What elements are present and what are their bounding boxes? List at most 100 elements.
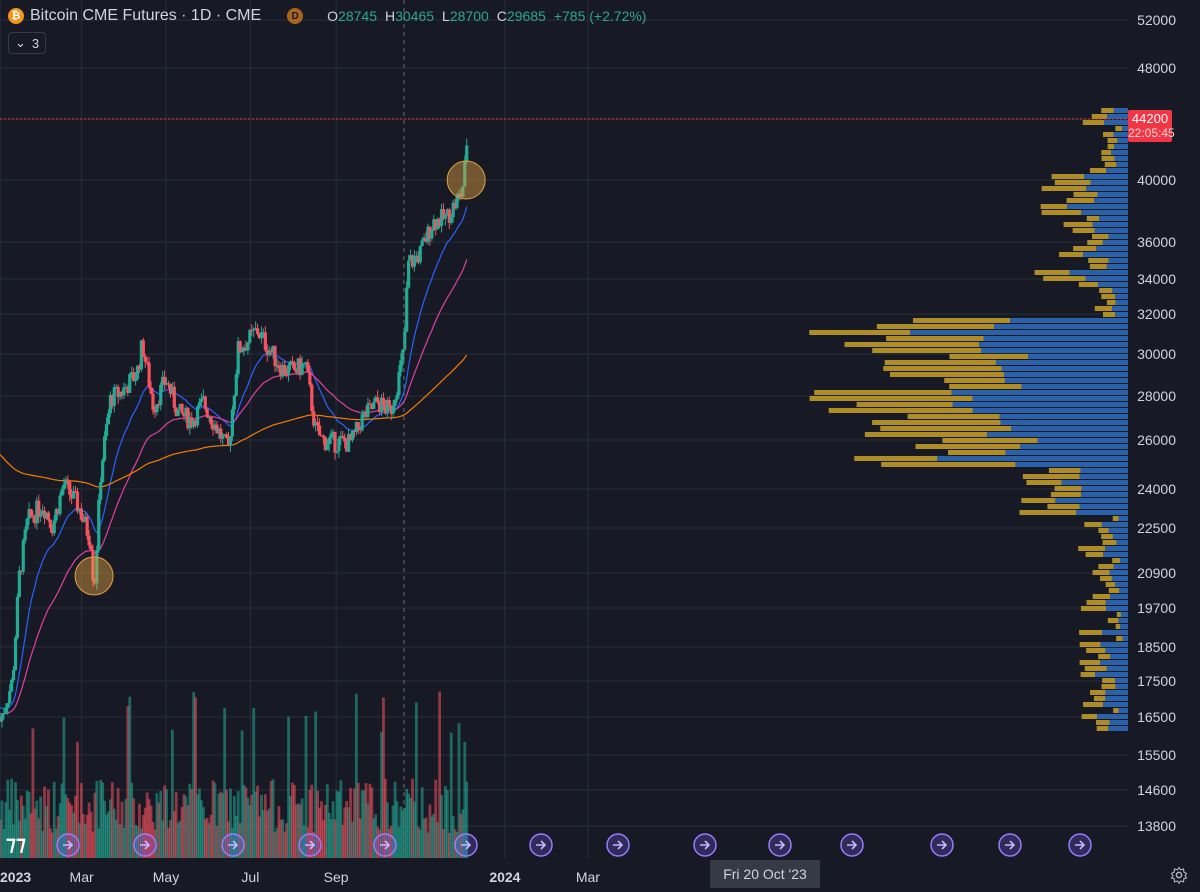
volume-profile-row-down bbox=[1102, 678, 1116, 683]
candle-body bbox=[252, 329, 256, 331]
candle-body bbox=[366, 403, 370, 417]
volume-profile-row-down bbox=[1079, 630, 1102, 635]
volume-bar bbox=[176, 822, 180, 858]
volume-profile-row-down bbox=[1089, 264, 1107, 269]
candle-body bbox=[4, 708, 8, 714]
volume-bar bbox=[58, 803, 62, 858]
volume-bar bbox=[335, 790, 339, 858]
symbol-title[interactable]: Bitcoin CME Futures · 1D · CME bbox=[30, 7, 262, 24]
volume-profile-row-down bbox=[1101, 684, 1116, 689]
volume-bar bbox=[16, 799, 19, 858]
volume-profile-row-up bbox=[1120, 558, 1128, 563]
price-tick-label: 36000 bbox=[1137, 234, 1176, 250]
volume-bar bbox=[62, 717, 66, 858]
volume-bar bbox=[378, 829, 381, 858]
time-axis[interactable]: 2023 Mar May Jul Sep 2024 Mar bbox=[0, 869, 600, 885]
volume-bar bbox=[308, 789, 312, 858]
candle-body bbox=[302, 363, 306, 365]
candle-body bbox=[259, 332, 264, 339]
volume-bar bbox=[318, 807, 321, 858]
volume-bar bbox=[296, 803, 300, 858]
candle-body bbox=[141, 340, 145, 357]
volume-profile-row-down bbox=[1040, 204, 1068, 209]
volume-profile-row-up bbox=[981, 348, 1128, 353]
volume-profile-row-down bbox=[1088, 258, 1109, 263]
candle-body bbox=[41, 510, 45, 515]
candlesticks[interactable] bbox=[0, 138, 469, 728]
candle-body bbox=[87, 535, 91, 546]
price-axis[interactable]: 52000 48000 40000 36000 34000 32000 30000 28000… bbox=[1137, 12, 1176, 834]
volume-profile-row-up bbox=[1106, 666, 1128, 671]
volume-profile-row-up bbox=[1097, 282, 1128, 287]
candle-body bbox=[323, 437, 327, 451]
volume-bar bbox=[306, 827, 310, 858]
candle-body bbox=[281, 365, 285, 377]
volume-bar bbox=[385, 802, 389, 858]
candle-body bbox=[339, 436, 343, 439]
candle-body bbox=[203, 396, 207, 409]
volume-profile-row-down bbox=[1048, 468, 1081, 473]
volume-profile-row-up bbox=[1106, 168, 1128, 173]
price-tick-label: 15500 bbox=[1137, 747, 1176, 763]
volume-bar bbox=[343, 807, 347, 858]
candle-body bbox=[97, 499, 101, 550]
price-tick-label: 26000 bbox=[1137, 432, 1176, 448]
volume-bar bbox=[238, 823, 242, 858]
volume-profile-row-up bbox=[1099, 216, 1128, 221]
volume-bar bbox=[163, 785, 167, 858]
volume-bar bbox=[434, 779, 438, 858]
volume-bar bbox=[444, 785, 447, 858]
gear-icon[interactable] bbox=[1170, 866, 1188, 884]
candle-body bbox=[149, 387, 153, 394]
volume-bar bbox=[6, 779, 10, 858]
candle-body bbox=[325, 444, 329, 451]
volume-bar bbox=[167, 827, 170, 858]
volume-bar bbox=[449, 732, 453, 858]
volume-bar bbox=[451, 816, 455, 858]
price-tick-label: 14600 bbox=[1137, 782, 1176, 798]
volume-profile-row-up bbox=[1076, 510, 1128, 515]
dividend-badge-icon[interactable]: D bbox=[287, 8, 304, 24]
volume-profile-row-down bbox=[1116, 636, 1123, 641]
ohlc-readout: O28745 H30465 L28700 C29685 +785 (+2.72%… bbox=[327, 8, 647, 24]
candle-body bbox=[358, 427, 362, 431]
volume-bar bbox=[323, 804, 327, 858]
candle-body bbox=[455, 196, 459, 208]
volume-bar bbox=[207, 823, 211, 858]
candle-body bbox=[164, 383, 169, 385]
volume-profile-row-up bbox=[979, 342, 1128, 347]
volume-bar bbox=[374, 814, 378, 858]
candle-body bbox=[135, 365, 140, 379]
candle-body bbox=[39, 514, 43, 517]
volume-bar bbox=[426, 832, 430, 858]
volume-bar bbox=[25, 790, 29, 858]
volume-bar bbox=[81, 814, 85, 858]
volume-bar bbox=[304, 715, 308, 858]
volume-bar bbox=[411, 778, 414, 858]
volume-bar bbox=[401, 810, 405, 858]
volume-bar bbox=[383, 778, 387, 858]
volume-bar bbox=[184, 796, 188, 858]
volume-profile-row-up bbox=[1112, 288, 1128, 293]
volume-bar bbox=[246, 797, 250, 858]
volume-bar bbox=[155, 793, 159, 858]
volume-bar bbox=[285, 823, 289, 858]
candle-body bbox=[410, 255, 415, 267]
candle-body bbox=[341, 436, 345, 438]
candle-body bbox=[137, 365, 142, 370]
volume-profile-row-up bbox=[1079, 504, 1128, 509]
candle-body bbox=[370, 403, 374, 409]
volume-profile-row-up bbox=[1111, 576, 1128, 581]
volume-profile-row-down bbox=[1091, 114, 1108, 119]
volume-bar bbox=[399, 806, 403, 858]
volume-bar bbox=[78, 822, 81, 858]
candle-body bbox=[364, 411, 368, 417]
volume-profile-row-up bbox=[1109, 570, 1128, 575]
indicators-toggle-button[interactable]: ⌄ 3 bbox=[8, 32, 47, 54]
candle-body bbox=[317, 425, 322, 436]
volume-profile-row-down bbox=[1085, 552, 1104, 557]
volume-profile-row-down bbox=[1106, 300, 1116, 305]
volume-profile-row-down bbox=[1104, 162, 1117, 167]
volume-bar bbox=[128, 696, 132, 858]
